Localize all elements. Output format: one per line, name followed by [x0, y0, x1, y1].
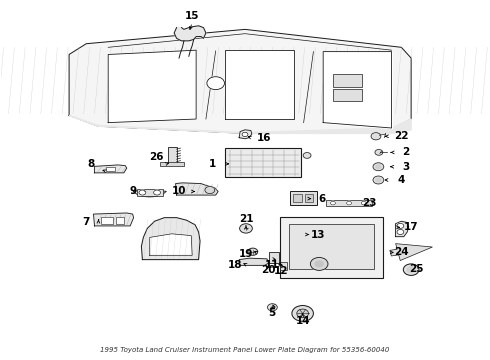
Polygon shape — [142, 218, 200, 260]
Polygon shape — [69, 116, 411, 134]
Circle shape — [310, 257, 328, 270]
Circle shape — [373, 163, 384, 171]
Circle shape — [297, 309, 309, 318]
Circle shape — [346, 201, 351, 205]
Polygon shape — [133, 190, 166, 197]
Bar — [290, 192, 317, 205]
Text: 20: 20 — [261, 265, 275, 275]
Circle shape — [373, 176, 384, 184]
Bar — [289, 224, 374, 269]
Text: 6: 6 — [318, 194, 326, 204]
Circle shape — [361, 201, 366, 205]
Text: 15: 15 — [185, 11, 199, 21]
Circle shape — [292, 306, 314, 321]
Circle shape — [240, 224, 252, 233]
Circle shape — [375, 149, 383, 155]
Text: 24: 24 — [394, 247, 409, 257]
Circle shape — [397, 229, 404, 234]
Polygon shape — [95, 165, 127, 173]
Circle shape — [205, 186, 215, 194]
Bar — [305, 194, 314, 202]
Circle shape — [154, 190, 160, 195]
Polygon shape — [225, 50, 294, 119]
Circle shape — [371, 133, 381, 140]
Circle shape — [331, 201, 335, 205]
Text: 19: 19 — [239, 248, 253, 258]
Bar — [225, 148, 301, 177]
Circle shape — [207, 77, 224, 90]
Bar — [333, 74, 362, 87]
Circle shape — [139, 190, 146, 195]
Text: 17: 17 — [404, 222, 418, 232]
Text: 3: 3 — [403, 162, 410, 172]
Bar — [137, 189, 163, 196]
Bar — [168, 147, 176, 163]
Text: 14: 14 — [295, 316, 310, 325]
Circle shape — [248, 248, 258, 255]
Text: 22: 22 — [394, 131, 409, 141]
Circle shape — [376, 178, 381, 182]
Polygon shape — [150, 234, 192, 255]
Text: 1: 1 — [209, 159, 217, 169]
Bar — [280, 262, 287, 270]
Text: 18: 18 — [228, 260, 243, 270]
Bar — [310, 231, 317, 237]
Text: 25: 25 — [409, 264, 423, 274]
Polygon shape — [94, 213, 134, 226]
Circle shape — [303, 153, 311, 158]
Bar — [308, 228, 320, 239]
Text: 8: 8 — [87, 159, 95, 169]
Circle shape — [403, 264, 419, 275]
Circle shape — [315, 261, 323, 267]
Text: 23: 23 — [362, 198, 377, 208]
Bar — [333, 89, 362, 101]
Circle shape — [407, 267, 415, 273]
Polygon shape — [239, 130, 252, 139]
Text: 12: 12 — [273, 266, 288, 276]
Bar — [326, 201, 372, 206]
Circle shape — [242, 132, 248, 136]
Bar — [116, 217, 124, 224]
FancyArrow shape — [390, 244, 433, 261]
Polygon shape — [175, 183, 218, 195]
Text: 13: 13 — [311, 230, 325, 239]
Text: 4: 4 — [398, 175, 405, 185]
Text: 26: 26 — [149, 152, 163, 162]
Polygon shape — [239, 258, 269, 265]
Polygon shape — [174, 26, 206, 41]
Circle shape — [268, 304, 277, 311]
Polygon shape — [108, 50, 196, 123]
Bar — [293, 194, 302, 202]
Bar — [106, 167, 115, 171]
Bar — [160, 162, 184, 166]
Text: 2: 2 — [403, 147, 410, 157]
Polygon shape — [69, 30, 411, 134]
Text: 7: 7 — [82, 217, 90, 227]
Text: 9: 9 — [129, 186, 136, 197]
Text: 21: 21 — [239, 215, 253, 224]
Text: 11: 11 — [265, 260, 279, 270]
Text: 16: 16 — [256, 133, 271, 143]
Bar — [101, 217, 113, 224]
Text: 10: 10 — [172, 186, 186, 197]
Text: 1995 Toyota Land Cruiser Instrument Panel Lower Plate Diagram for 55356-60040: 1995 Toyota Land Cruiser Instrument Pane… — [100, 347, 390, 353]
Polygon shape — [323, 51, 392, 128]
Text: 5: 5 — [268, 308, 275, 318]
Bar — [280, 217, 383, 278]
Circle shape — [376, 165, 381, 168]
Circle shape — [397, 224, 404, 228]
Bar — [270, 252, 279, 263]
Polygon shape — [395, 221, 409, 237]
